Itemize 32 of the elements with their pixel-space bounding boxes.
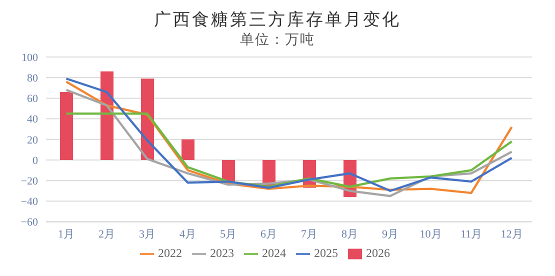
x-tick-label: 3月 <box>139 228 156 241</box>
y-tick-label: 100 <box>22 52 38 64</box>
y-tick-label: −60 <box>20 216 38 229</box>
x-tick-label: 8月 <box>342 228 358 241</box>
y-tick-label: 80 <box>27 72 38 84</box>
x-tick-label: 5月 <box>220 228 236 241</box>
x-tick-label: 2月 <box>98 228 115 241</box>
x-tick-label: 11月 <box>460 228 482 241</box>
x-tick-label: 1月 <box>58 228 74 241</box>
y-tick-label: −40 <box>20 196 38 208</box>
legend-label: 2026 <box>366 246 390 260</box>
line-series <box>65 112 513 188</box>
x-tick-label: 12月 <box>500 228 523 241</box>
x-tick-label: 10月 <box>420 228 442 241</box>
y-tick-label: 20 <box>27 134 38 146</box>
x-tick-label: 6月 <box>260 228 277 241</box>
x-tick-label: 7月 <box>301 228 318 241</box>
legend-label: 2022 <box>158 246 182 260</box>
legend-label: 2025 <box>314 246 338 260</box>
legend-label: 2023 <box>210 246 234 260</box>
bar <box>60 92 73 160</box>
x-tick-label: 4月 <box>180 228 196 241</box>
bar <box>100 71 114 160</box>
y-tick-label: −20 <box>20 175 38 188</box>
y-tick-label: 60 <box>27 93 38 106</box>
bar <box>182 139 194 160</box>
y-tick-label: 40 <box>27 114 38 126</box>
y-tick-label: 0 <box>32 154 38 167</box>
legend-label: 2024 <box>262 246 286 260</box>
chart-title: 广西食糖第三方库存单月变化 <box>153 9 402 31</box>
chart-subtitle: 单位：万吨 <box>239 32 316 49</box>
x-tick-label: 9月 <box>382 228 398 241</box>
